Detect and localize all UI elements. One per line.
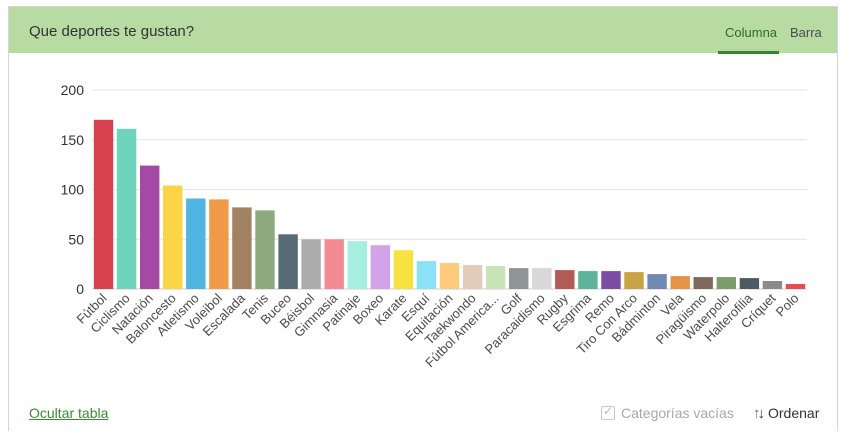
sort-label: Ordenar: [768, 405, 820, 421]
bar[interactable]: [624, 272, 644, 289]
bar[interactable]: [670, 276, 690, 289]
hide-table-link[interactable]: Ocultar tabla: [29, 405, 109, 421]
y-tick-label: 100: [61, 182, 85, 198]
y-tick-label: 200: [61, 82, 85, 98]
bar[interactable]: [693, 277, 713, 289]
checkbox-icon[interactable]: ✓: [601, 404, 615, 420]
bar[interactable]: [324, 239, 344, 290]
bar[interactable]: [232, 207, 252, 289]
bar[interactable]: [393, 250, 414, 289]
check-icon: ✓: [603, 404, 614, 418]
bar[interactable]: [209, 199, 229, 289]
bar[interactable]: [370, 245, 390, 289]
bar[interactable]: [647, 274, 667, 289]
y-tick-label: 150: [61, 132, 85, 148]
active-tab-indicator: [718, 51, 779, 54]
bar[interactable]: [762, 281, 783, 289]
bar[interactable]: [509, 268, 529, 289]
bar[interactable]: [439, 263, 460, 289]
bar[interactable]: [301, 239, 321, 290]
bar[interactable]: [785, 284, 806, 289]
chart-card: Que deportes te gustan? Columna Barra 0 5…: [8, 6, 838, 431]
x-tick-label: Polo: [773, 291, 802, 320]
bar[interactable]: [416, 261, 437, 289]
bar[interactable]: [485, 266, 506, 289]
tab-barra[interactable]: Barra: [790, 25, 822, 40]
sort-up-icon: ↑: [753, 405, 761, 422]
empty-categories-label: Categorías vacías: [621, 405, 734, 421]
bar[interactable]: [462, 265, 483, 289]
tab-columna[interactable]: Columna: [725, 25, 778, 40]
empty-categories-checkbox[interactable]: ✓ Categorías vacías: [601, 404, 734, 421]
y-tick-label: 50: [68, 231, 84, 247]
bar[interactable]: [116, 128, 137, 289]
bar[interactable]: [93, 119, 114, 289]
bar[interactable]: [278, 234, 298, 289]
bar[interactable]: [186, 198, 206, 290]
card-header: Que deportes te gustan? Columna Barra: [9, 7, 837, 53]
bar[interactable]: [140, 165, 160, 289]
bar[interactable]: [578, 271, 598, 289]
bar[interactable]: [716, 277, 736, 289]
sort-down-icon: ↓: [757, 405, 766, 422]
bar[interactable]: [347, 241, 367, 289]
bar[interactable]: [555, 270, 575, 289]
y-tick-label: 0: [76, 281, 84, 297]
bar[interactable]: [255, 210, 275, 289]
bar[interactable]: [601, 271, 621, 289]
bar[interactable]: [532, 268, 552, 289]
sort-button[interactable]: ↑↓ Ordenar: [753, 405, 819, 422]
bar[interactable]: [739, 278, 760, 289]
bar[interactable]: [163, 185, 183, 290]
chart-title: Que deportes te gustan?: [29, 23, 195, 40]
